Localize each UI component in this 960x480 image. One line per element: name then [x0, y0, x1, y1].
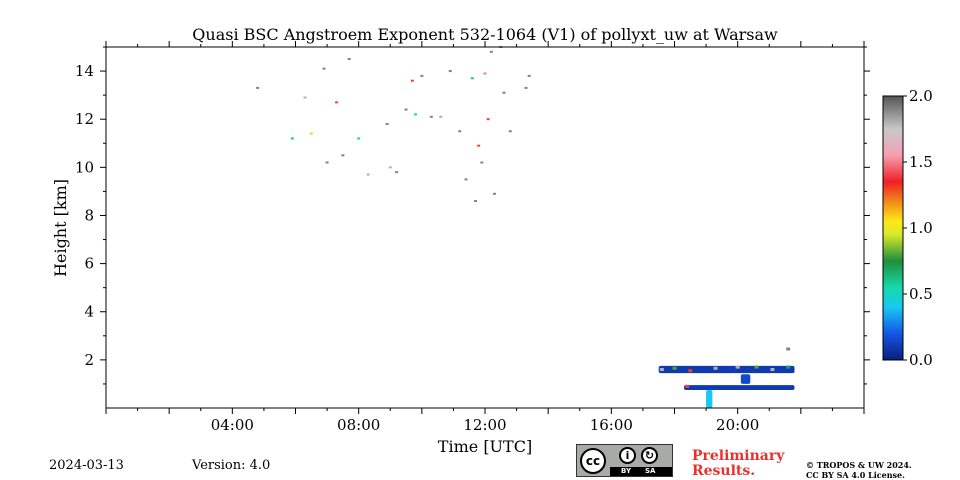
y-tick-label: 8: [84, 206, 94, 224]
data-point: [341, 154, 345, 157]
y-axis-label: Height [km]: [51, 179, 70, 277]
data-speck: [688, 369, 693, 373]
data-speck: [672, 366, 677, 370]
y-tick-label: 12: [75, 110, 94, 128]
y-tick-label: 2: [84, 351, 94, 369]
footer-version: Version: 4.0: [192, 458, 271, 473]
plot-frame: [105, 46, 865, 409]
colorbar-tick-label: 0.5: [909, 285, 933, 303]
x-tick-label: 12:00: [463, 416, 506, 434]
cc-sa-text: SA: [645, 467, 656, 475]
colorbar-tick-label: 2.0: [909, 87, 933, 105]
data-point: [489, 50, 493, 53]
data-point: [464, 178, 468, 181]
data-point: [492, 192, 496, 195]
data-point: [470, 77, 474, 80]
data-point: [508, 130, 512, 133]
data-point: [480, 161, 484, 164]
data-point: [414, 113, 418, 116]
attribution-icon: i: [619, 447, 636, 464]
data-point: [486, 118, 490, 121]
preliminary-notice: Preliminary Results.: [692, 449, 784, 479]
data-speck: [685, 384, 690, 388]
cc-strip: BY SA: [610, 467, 672, 476]
data-point: [290, 137, 294, 140]
data-point: [347, 58, 351, 61]
y-tick-label: 10: [75, 158, 94, 176]
chart-title: Quasi BSC Angstroem Exponent 532-1064 (V…: [192, 25, 778, 44]
data-point: [502, 91, 506, 94]
x-axis-label: Time [UTC]: [438, 437, 532, 456]
data-point: [385, 123, 389, 126]
x-tick-label: 16:00: [590, 416, 633, 434]
data-marks: [256, 46, 795, 408]
data-point: [325, 161, 329, 164]
data-point: [477, 144, 481, 147]
data-point: [309, 132, 313, 135]
data-point: [410, 79, 414, 82]
colorbar-tick-label: 1.5: [909, 153, 933, 171]
data-band: [728, 385, 795, 390]
cc-by-text: BY: [621, 467, 632, 475]
x-tick-label: 04:00: [211, 416, 254, 434]
colorbar: [882, 95, 904, 361]
copyright-line-2: CC BY SA 4.0 License.: [806, 470, 905, 480]
footer-date: 2024-03-13: [49, 458, 124, 473]
data-speck: [735, 365, 740, 369]
data-speck: [770, 367, 775, 371]
data-speck: [659, 367, 664, 371]
x-tick-label: 20:00: [716, 416, 759, 434]
data-point: [404, 108, 408, 111]
data-point: [527, 74, 531, 77]
data-speck: [786, 347, 791, 351]
data-point: [439, 115, 443, 118]
data-point: [366, 173, 370, 176]
cc-icon: cc: [580, 448, 606, 474]
data-band: [658, 365, 795, 374]
data-point: [303, 96, 307, 99]
x-tick-label: 08:00: [337, 416, 380, 434]
data-band: [740, 374, 751, 384]
colorbar-ticks: 0.0 0.5 1.0 1.5 2.0: [903, 87, 933, 369]
data-speck: [713, 366, 718, 370]
copyright-notice: © TROPOS & UW 2024. CC BY SA 4.0 License…: [806, 460, 912, 480]
data-point: [420, 74, 424, 77]
data-point: [458, 130, 462, 133]
y-tick-label: 6: [84, 255, 94, 273]
data-point: [357, 137, 361, 140]
data-point: [322, 67, 326, 70]
data-point: [524, 86, 528, 89]
cc-license-badge: cc i ↻ BY SA: [576, 444, 673, 477]
data-point: [429, 115, 433, 118]
data-speck: [754, 365, 759, 369]
data-point: [388, 166, 392, 169]
y-tick-label: 14: [75, 62, 94, 80]
data-band: [683, 385, 732, 390]
colorbar-tick-label: 0.0: [909, 351, 933, 369]
data-point: [448, 70, 452, 73]
axes: 04:00 08:00 12:00 16:00 20:00 2 4 6 8 10 12 14: [75, 41, 870, 434]
colorbar-tick-label: 1.0: [909, 219, 933, 237]
data-point: [256, 86, 260, 89]
share-alike-icon: ↻: [641, 447, 658, 464]
preliminary-line-2: Results.: [692, 463, 756, 479]
data-point: [395, 171, 399, 174]
data-point: [335, 101, 339, 104]
data-point: [474, 200, 478, 203]
data-point: [483, 72, 487, 75]
data-speck: [786, 365, 791, 369]
y-tick-label: 4: [84, 303, 94, 321]
preliminary-line-1: Preliminary: [692, 448, 785, 464]
data-band: [706, 389, 713, 408]
copyright-line-1: © TROPOS & UW 2024.: [806, 460, 912, 470]
